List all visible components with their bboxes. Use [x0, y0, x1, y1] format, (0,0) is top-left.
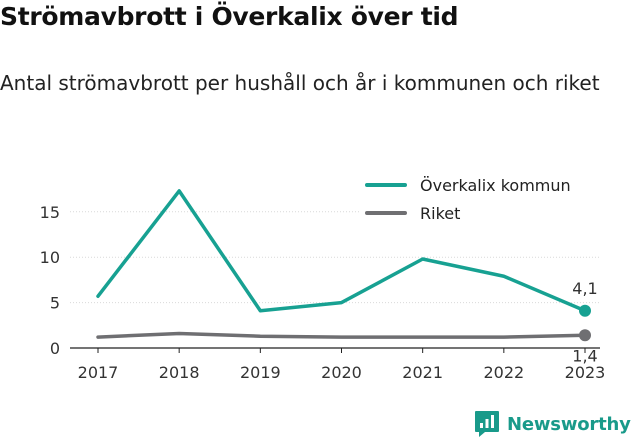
x-tick-label: 2020 — [321, 363, 362, 382]
series-line-overkalix — [96, 189, 587, 313]
series-line-riket — [96, 331, 587, 339]
legend-background — [360, 172, 608, 230]
x-tick-label: 2022 — [483, 363, 524, 382]
newsworthy-logo: Newsworthy — [474, 408, 631, 440]
x-tick-label: 2021 — [402, 363, 443, 382]
chart-title: Strömavbrott i Överkalix över tid — [0, 2, 459, 31]
data-label: 4,1 — [572, 279, 597, 298]
y-tick-label: 15 — [40, 203, 60, 222]
y-tick-label: 0 — [50, 339, 60, 358]
x-tick-label: 2023 — [565, 363, 606, 382]
x-tick-label: 2017 — [78, 363, 119, 382]
series-end-point — [579, 304, 591, 317]
y-tick-label: 5 — [50, 294, 60, 313]
x-tick-label: 2019 — [240, 363, 281, 382]
series-end-point — [579, 329, 591, 342]
y-tick-label: 10 — [40, 248, 60, 267]
x-tick-label: 2018 — [159, 363, 200, 382]
data-label: 1,4 — [572, 346, 597, 365]
line-chart: 0 5 10 15 2017 2018 2019 2020 2021 2022 2023 4,1 1,4… — [39, 172, 608, 382]
brand-name: Newsworthy — [507, 413, 631, 435]
chart-subtitle: Antal strömavbrott per hushåll och år i … — [0, 71, 600, 95]
legend-label: Överkalix kommun — [420, 176, 571, 195]
chart-bubble-icon — [475, 411, 499, 437]
legend-label: Riket — [420, 204, 460, 223]
